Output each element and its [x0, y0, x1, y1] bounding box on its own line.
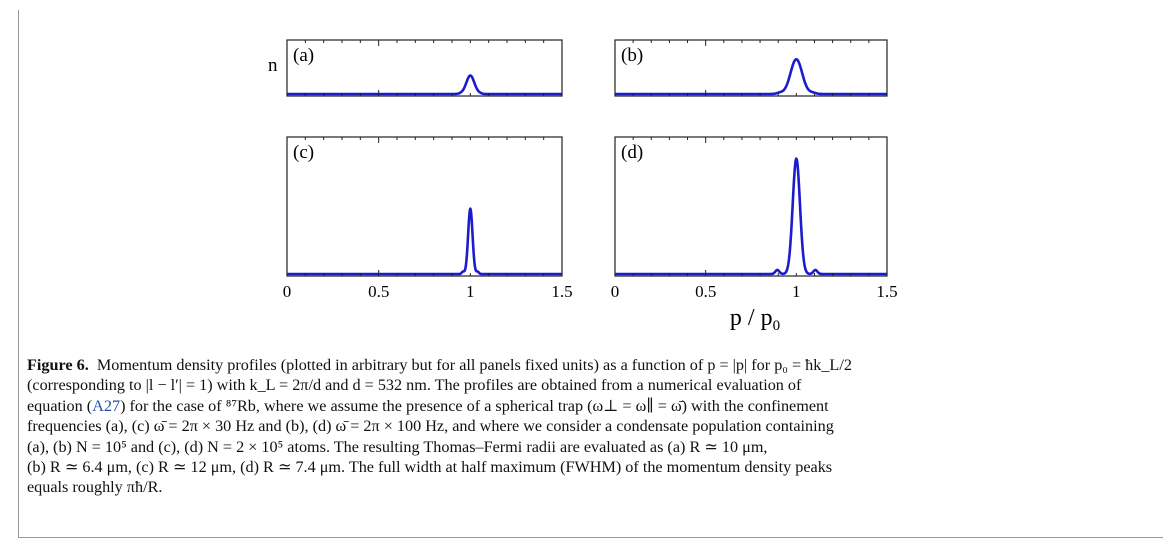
x-tick-label: 0.5	[368, 282, 389, 301]
caption-line-3b: ) for the case of ⁸⁷Rb, where we assume …	[120, 396, 829, 415]
x-tick-label: 0	[611, 282, 620, 301]
panel-b-ticks	[614, 40, 888, 96]
figure-plots: (a) n (b) (c) (d) 0 0.5 1 1.5 0 0.5 1 1.…	[268, 39, 898, 334]
figure-frame	[18, 10, 1163, 538]
panel-b-frame	[614, 39, 888, 97]
caption-line-1: Momentum density profiles (plotted in ar…	[96, 356, 852, 374]
caption-line-2: (corresponding to |l − l′| = 1) with k_L…	[27, 376, 802, 395]
figure-label: Figure 6.	[27, 356, 89, 374]
panel-a-label: (a)	[293, 45, 314, 66]
panel-a-ticks	[286, 40, 563, 96]
figure-caption: Figure 6. Momentum density profiles (plo…	[27, 355, 1147, 498]
caption-line-6: (b) R ≃ 6.4 μm, (c) R ≃ 12 μm, (d) R ≃ 7…	[27, 458, 833, 477]
x-axis-label: p / p0	[730, 305, 780, 334]
caption-line-7: equals roughly πħ/R.	[27, 478, 163, 497]
x-tick-label: 1.5	[876, 282, 897, 301]
panel-d-curve	[614, 157, 888, 276]
panel-c: (c)	[286, 136, 563, 277]
y-axis-label: n	[268, 55, 278, 76]
caption-line-4: frequencies (a), (c) ω̄ = 2π × 30 Hz and…	[27, 417, 834, 436]
panel-c-label: (c)	[293, 142, 314, 163]
panel-c-ticks	[286, 137, 563, 276]
x-axis-label-subscript: 0	[773, 318, 781, 334]
panel-c-frame	[286, 136, 563, 277]
panel-b-label: (b)	[621, 45, 643, 66]
x-axis-label-main: p / p	[730, 305, 773, 331]
x-tick-labels-left: 0 0.5 1 1.5	[283, 282, 573, 301]
x-tick-label: 0	[283, 282, 292, 301]
x-tick-label: 1.5	[551, 282, 572, 301]
x-tick-label: 1	[792, 282, 801, 301]
panel-b: (b)	[614, 39, 888, 97]
panel-a-curve	[286, 74, 563, 96]
panel-c-curve	[286, 207, 563, 276]
x-tick-label: 0.5	[695, 282, 716, 301]
caption-line-5: (a), (b) N = 10⁵ and (c), (d) N = 2 × 10…	[27, 437, 768, 456]
equation-reference-link[interactable]: A27	[92, 396, 121, 415]
panel-a: (a)	[286, 39, 563, 97]
panel-d-label: (d)	[621, 142, 643, 163]
x-tick-label: 1	[466, 282, 475, 301]
caption-line-3a: equation (	[27, 396, 93, 415]
panel-d: (d)	[614, 136, 888, 277]
panel-d-frame	[614, 136, 888, 277]
panel-a-frame	[286, 39, 563, 97]
x-tick-labels-right: 0 0.5 1 1.5	[611, 282, 898, 301]
panel-b-curve	[614, 57, 888, 96]
panel-d-ticks	[614, 137, 888, 276]
